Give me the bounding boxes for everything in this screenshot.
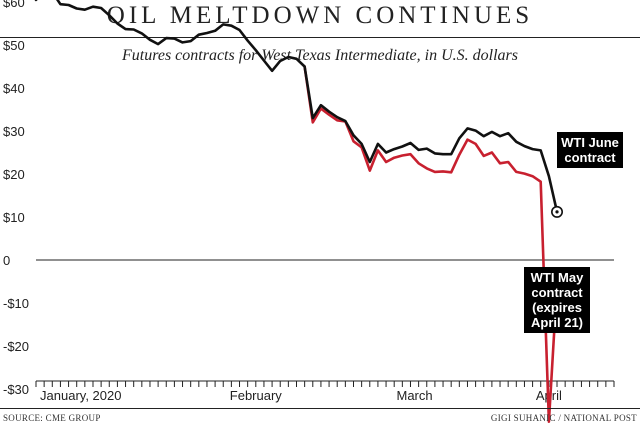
june-label-text: contract bbox=[564, 150, 616, 165]
chart-title: OIL MELTDOWN CONTINUES bbox=[106, 2, 534, 29]
y-tick-label: $30 bbox=[3, 124, 25, 139]
y-axis: $60$50$40$30$20$100-$10-$20-$30-$40 bbox=[3, 0, 614, 426]
may-label-text: contract bbox=[531, 285, 583, 300]
x-axis: January, 2020 February March April bbox=[35, 380, 615, 403]
series-lines bbox=[34, 0, 559, 424]
june-contract-line bbox=[34, 0, 559, 214]
june-label-text: WTI June bbox=[561, 135, 619, 150]
y-tick-label: $50 bbox=[3, 38, 25, 53]
y-tick-label: $10 bbox=[3, 210, 25, 225]
may-label-text: April 21) bbox=[531, 315, 583, 330]
y-tick-label: -$20 bbox=[3, 339, 29, 354]
x-tick-label: January, 2020 bbox=[40, 388, 121, 403]
may-label-box bbox=[524, 267, 590, 333]
y-tick-label: $20 bbox=[3, 167, 25, 182]
x-tick-label: March bbox=[396, 388, 432, 403]
june-end-marker-dot bbox=[555, 210, 559, 214]
title-divider bbox=[0, 37, 640, 38]
chart-subtitle: Futures contracts for West Texas Interme… bbox=[122, 47, 518, 64]
x-tick-label: February bbox=[230, 388, 283, 403]
june-label-box bbox=[557, 132, 623, 168]
source-note: SOURCE: CME GROUP bbox=[3, 413, 101, 423]
may-label-text: WTI May bbox=[531, 270, 584, 285]
may-label-text: (expires bbox=[532, 300, 582, 315]
y-tick-label: 0 bbox=[3, 253, 10, 268]
y-tick-label: $40 bbox=[3, 81, 25, 96]
y-tick-label: -$10 bbox=[3, 296, 29, 311]
credit-note: GIGI SUHANIC / NATIONAL POST bbox=[490, 413, 637, 423]
y-tick-label: -$30 bbox=[3, 382, 29, 397]
y-tick-label: $60 bbox=[3, 0, 25, 10]
footer-divider bbox=[0, 408, 640, 409]
